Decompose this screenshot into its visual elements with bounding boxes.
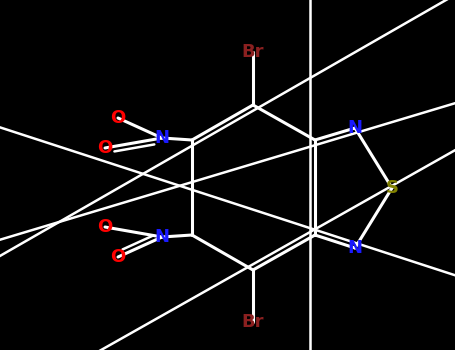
Text: Br: Br [242,313,264,331]
Text: N: N [155,129,170,147]
Text: N: N [348,239,363,257]
Text: O: O [97,218,113,236]
Text: O: O [111,109,126,127]
Text: N: N [348,119,363,137]
Text: N: N [155,228,170,246]
Text: O: O [97,139,113,157]
Text: S: S [385,179,399,197]
Text: O: O [111,248,126,266]
Text: Br: Br [242,43,264,61]
